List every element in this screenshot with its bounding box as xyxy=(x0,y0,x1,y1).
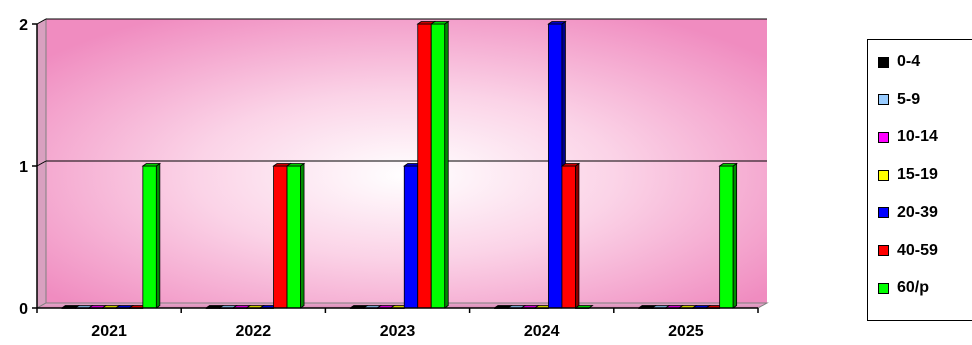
legend-swatch xyxy=(878,131,889,143)
x-tick-label: 2024 xyxy=(524,323,560,340)
bar xyxy=(285,162,306,309)
legend-swatch xyxy=(878,94,889,106)
legend-item: 10-14 xyxy=(878,127,938,147)
legend-item: 0-4 xyxy=(878,52,920,72)
legend-label: 15-19 xyxy=(897,166,938,184)
legend-item: 60/p xyxy=(878,278,929,298)
bar xyxy=(141,162,162,309)
gridline-side xyxy=(36,18,47,25)
legend-swatch xyxy=(878,207,889,219)
legend-swatch xyxy=(878,245,889,256)
x-tick-label: 2025 xyxy=(668,323,704,340)
legend-label: 60/p xyxy=(897,279,930,297)
bar xyxy=(718,162,738,309)
x-tick-label: 2021 xyxy=(91,323,127,340)
legend-item: 5-9 xyxy=(878,90,920,110)
y-tick-label: 2 xyxy=(19,17,28,34)
legend-item: 15-19 xyxy=(878,165,938,185)
gridline-side xyxy=(36,160,47,167)
legend-label: 20-39 xyxy=(897,203,938,221)
legend-label: 0-4 xyxy=(897,53,921,70)
y-tick-label: 1 xyxy=(19,159,28,176)
y-tick-label: 0 xyxy=(19,301,28,318)
legend-label: 5-9 xyxy=(897,90,921,108)
bar xyxy=(560,162,581,309)
x-tick-label: 2023 xyxy=(380,323,416,340)
legend-label: 40-59 xyxy=(897,241,938,259)
legend: 0-4 5-9 10-14 15-19 20-39 40-59 60/p xyxy=(867,39,972,321)
x-tick-label: 2022 xyxy=(236,323,272,340)
legend-item: 40-59 xyxy=(878,241,938,261)
legend-item: 20-39 xyxy=(878,203,938,223)
legend-swatch xyxy=(878,169,889,181)
bar xyxy=(430,20,450,309)
legend-label: 10-14 xyxy=(897,128,938,146)
legend-swatch xyxy=(878,282,889,294)
legend-swatch xyxy=(878,56,889,68)
